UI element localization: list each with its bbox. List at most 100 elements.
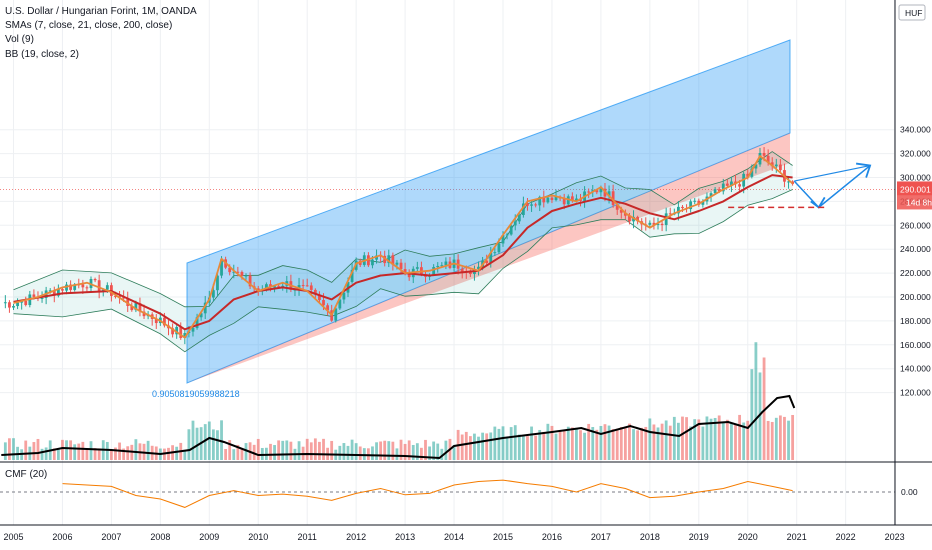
volume-bar xyxy=(428,446,431,460)
volume-bar xyxy=(211,429,215,460)
volume-bar xyxy=(256,438,260,460)
volume-bar xyxy=(207,421,211,460)
volume-bar xyxy=(383,440,387,460)
candle-body xyxy=(599,188,603,193)
candle-body xyxy=(477,266,480,270)
volume-bar xyxy=(338,445,342,460)
sma7-line xyxy=(13,155,794,339)
legend: U.S. Dollar / Hungarian Forint, 1M, OAND… xyxy=(5,5,197,62)
volume-bar xyxy=(277,440,281,460)
volume-bar xyxy=(387,441,391,460)
candle-body xyxy=(546,197,550,203)
candle-body xyxy=(750,168,754,177)
candle-body xyxy=(562,198,566,205)
volume-bar xyxy=(366,448,370,460)
candle-body xyxy=(395,262,399,265)
volume-bar xyxy=(538,429,542,460)
volume-bar xyxy=(477,436,480,460)
candle-body xyxy=(615,205,619,210)
volume-bar xyxy=(738,414,741,460)
candle-body xyxy=(114,295,117,297)
volume-ma-line xyxy=(1,394,796,460)
volume-bar xyxy=(69,440,73,460)
candle-body xyxy=(407,273,411,278)
candle-body xyxy=(607,191,611,197)
volume-bar xyxy=(89,441,93,460)
volume-bar xyxy=(550,425,554,460)
volume-bar xyxy=(742,422,746,460)
candle-body xyxy=(220,259,223,276)
candle-body xyxy=(85,287,89,289)
volume-bar xyxy=(436,443,440,460)
legend-bb[interactable]: BB (19, close, 2) xyxy=(5,48,79,60)
arrowhead-up xyxy=(855,162,872,178)
candle-body xyxy=(681,206,684,209)
legend-vol[interactable]: Vol (9) xyxy=(5,34,34,46)
candle-body xyxy=(236,271,240,273)
current-price-label: 290.001 xyxy=(900,184,931,194)
candle-body xyxy=(632,216,635,222)
volume-bar xyxy=(464,431,468,460)
candle-body xyxy=(228,267,232,273)
volume-bar xyxy=(403,443,407,460)
candle-body xyxy=(195,317,199,329)
candle-body xyxy=(40,297,44,299)
time-tick-label: 2007 xyxy=(101,532,121,542)
volume-bar xyxy=(322,438,325,460)
volume-bar xyxy=(110,449,113,460)
candle-body xyxy=(493,252,497,254)
volume-bar xyxy=(358,446,362,460)
volume-bar xyxy=(346,445,350,460)
volume-bar xyxy=(501,426,505,460)
price-tick-label: 140.000 xyxy=(900,364,931,374)
volume-bar xyxy=(8,438,11,460)
candle-body xyxy=(105,285,109,290)
volume-bar xyxy=(342,443,346,460)
candle-body xyxy=(693,200,697,202)
time-tick-label: 2018 xyxy=(640,532,660,542)
volume-bar xyxy=(395,448,399,460)
volume-bar xyxy=(509,427,513,460)
volume-bar xyxy=(297,441,301,460)
volume-bar xyxy=(534,435,538,460)
volume-bar xyxy=(766,420,770,460)
candle-body xyxy=(399,262,403,270)
candle-body xyxy=(61,289,64,291)
candle-body xyxy=(668,213,672,215)
candle-body xyxy=(281,285,285,287)
candle-body xyxy=(440,265,444,267)
candle-body xyxy=(505,234,509,236)
candle-body xyxy=(497,243,501,253)
candle-body xyxy=(350,269,354,282)
candle-body xyxy=(81,284,85,288)
volume-bar xyxy=(420,447,423,460)
candle-body xyxy=(305,285,309,287)
volume-bar xyxy=(697,419,701,460)
regression-channel xyxy=(186,39,791,384)
volume-bar xyxy=(313,438,317,460)
candle-body xyxy=(652,222,656,225)
candle-body xyxy=(118,295,121,298)
volume-bar xyxy=(758,372,762,460)
volume-bar xyxy=(615,428,619,460)
volume-bar xyxy=(526,436,529,460)
volume-bar xyxy=(371,446,374,460)
legend-cmf[interactable]: CMF (20) xyxy=(5,469,48,480)
candle-body xyxy=(509,225,513,235)
candle-body xyxy=(179,326,183,338)
volume-bar xyxy=(644,426,648,460)
candle-body xyxy=(677,206,680,214)
volume-bar xyxy=(424,439,427,460)
volume-bar xyxy=(648,418,652,460)
candle-body xyxy=(240,271,244,276)
candle-body xyxy=(415,267,419,269)
candle-body xyxy=(383,255,387,264)
volume-bar xyxy=(309,442,313,460)
candle-body xyxy=(69,284,73,290)
candle-body xyxy=(56,289,60,296)
candle-body xyxy=(326,305,329,311)
candle-body xyxy=(721,183,725,192)
legend-sma[interactable]: SMAs (7, close, 21, close, 200, close) xyxy=(5,20,173,32)
candle-body xyxy=(521,203,525,215)
